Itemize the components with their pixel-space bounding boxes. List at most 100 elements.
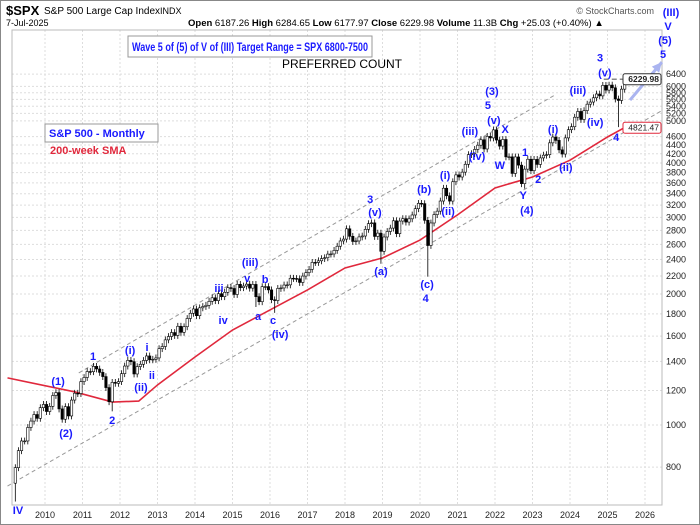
candle-body <box>488 136 492 139</box>
candle-body <box>398 220 402 234</box>
wave-label-5-paren: (5) <box>658 35 672 47</box>
up-arrow-icon: ▲ <box>594 18 603 29</box>
candle-body <box>351 235 355 242</box>
candle-body <box>523 168 527 184</box>
wave-label: 3 <box>367 194 373 206</box>
candle-body <box>366 223 370 230</box>
x-tick-label: 2019 <box>372 510 392 520</box>
y-tick-label: 1200 <box>666 386 686 396</box>
open-value: 6187.26 <box>215 18 249 29</box>
candle-body <box>154 357 158 360</box>
candle-body <box>438 200 442 212</box>
candle-body <box>301 275 305 283</box>
y-tick-label: 800 <box>666 462 681 472</box>
candle-body <box>354 240 358 243</box>
y-tick-label: 5200 <box>666 108 686 118</box>
wave-label: (v) <box>487 115 501 127</box>
candle-body <box>13 467 17 484</box>
price-bars <box>13 75 630 502</box>
y-tick-label: 3200 <box>666 200 686 210</box>
candle-body <box>216 293 220 301</box>
y-tick-label: 1800 <box>666 309 686 319</box>
candle-body <box>88 371 92 373</box>
low-label: Low <box>313 18 333 29</box>
y-tick-label: 3000 <box>666 212 686 222</box>
candle-body <box>170 332 174 337</box>
wave-label: 4 <box>423 293 430 305</box>
candle-body <box>73 392 77 401</box>
candle-body <box>545 154 549 156</box>
wave-label: Y <box>519 190 527 202</box>
sma-tag <box>622 121 662 134</box>
candle-body <box>313 262 317 264</box>
candle-body <box>560 149 564 155</box>
chg-label: Chg <box>500 18 519 29</box>
candle-body <box>413 208 417 216</box>
candle-body <box>26 427 30 442</box>
wave-label: i <box>145 342 148 354</box>
legend-sma: 200-week SMA <box>50 145 126 157</box>
wave-label-V: V <box>664 21 672 33</box>
candle-body <box>207 301 211 306</box>
candle-body <box>563 137 567 155</box>
candle-body <box>335 245 339 251</box>
candle-body <box>535 159 539 165</box>
candle-body <box>551 136 555 144</box>
candle-body <box>79 381 83 394</box>
wave-label: v <box>244 273 251 285</box>
wave-label: (iii) <box>462 126 479 138</box>
y-tick-label: 4400 <box>666 140 686 150</box>
candle-body <box>610 84 614 89</box>
wave-label: (c) <box>420 279 434 291</box>
high-label: High <box>252 18 273 29</box>
y-tick-label: 2000 <box>666 289 686 299</box>
candle-body <box>520 164 524 184</box>
candle-body <box>538 157 542 165</box>
candle-body <box>235 284 239 295</box>
candle-body <box>101 372 105 377</box>
candle-body <box>285 284 289 286</box>
candle-body <box>266 286 270 291</box>
candle-body <box>82 377 86 382</box>
candle-body <box>466 154 470 165</box>
candle-body <box>263 286 267 288</box>
low-value: 6177.97 <box>334 18 368 29</box>
candle-body <box>60 408 64 420</box>
candle-body <box>282 284 286 289</box>
candle-body <box>363 229 367 237</box>
y-tick-label: 2600 <box>666 239 686 249</box>
candle-body <box>163 339 167 347</box>
candle-body <box>273 299 277 301</box>
candle-body <box>435 210 439 215</box>
x-tick-label: 2014 <box>185 510 205 520</box>
candle-body <box>41 404 45 408</box>
y-tick-label: 1400 <box>666 356 686 366</box>
wave-label: c <box>270 315 276 327</box>
candle-body <box>420 203 424 205</box>
candle-body <box>29 420 33 428</box>
x-tick-label: 2020 <box>410 510 430 520</box>
candle-body <box>598 93 602 97</box>
wave-label: (ii) <box>559 162 573 174</box>
x-axis: 2010 2011 2012 2013 2014 2015 2016 2017 2018 2019… <box>35 510 655 520</box>
wave-label: X <box>501 124 509 136</box>
chg-value: +25.03 (+0.40%) <box>521 18 592 29</box>
candle-body <box>404 218 408 223</box>
wave-label: W <box>495 160 506 172</box>
candle-body <box>32 414 36 422</box>
index-name: S&P 500 Large Cap Index <box>44 6 160 17</box>
candle-body <box>307 269 311 273</box>
y-tick-label: 4200 <box>666 149 686 159</box>
candle-body <box>454 174 458 183</box>
y-tick-label: 2200 <box>666 271 686 281</box>
candle-body <box>295 278 299 280</box>
candle-body <box>498 139 502 147</box>
candle-body <box>501 139 505 147</box>
last-close-value: 6229.98 <box>628 74 659 84</box>
candle-body <box>204 304 208 307</box>
candle-body <box>276 288 280 301</box>
grid <box>12 30 662 505</box>
candle-body <box>116 381 120 384</box>
